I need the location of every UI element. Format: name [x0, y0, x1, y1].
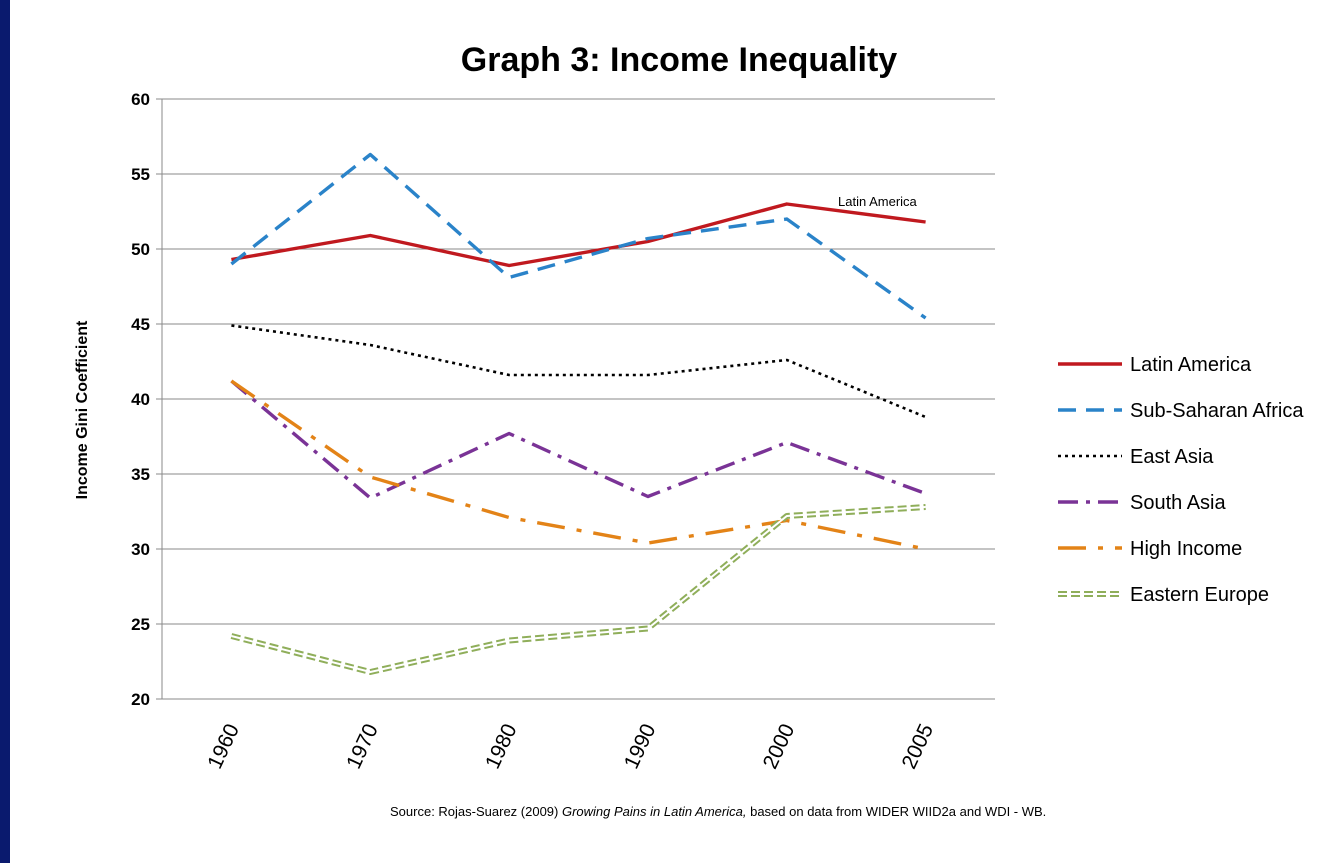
legend-item-south-asia: South Asia: [1058, 492, 1227, 514]
x-tick-label: 1990: [620, 720, 661, 772]
y-axis-ticks: 20 25 30 35 40 45 50 55 60: [131, 90, 150, 709]
x-tick-label: 1980: [481, 720, 522, 772]
y-tick-label: 20: [131, 690, 150, 709]
series-line-high-income: [230, 379, 926, 551]
series-line-eastern-europe-core: [231, 506, 926, 673]
series-line-east-asia: [231, 324, 927, 419]
annotation-latin-america: Latin America: [838, 194, 918, 209]
legend-label-latin-america: Latin America: [1130, 354, 1252, 376]
x-tick-label: 1960: [203, 720, 244, 772]
legend-item-latin-america: Latin America: [1058, 354, 1252, 376]
source-title: Growing Pains in Latin America,: [561, 804, 747, 819]
legend-label-sub-saharan-africa: Sub-Saharan Africa: [1130, 400, 1304, 422]
legend-label-high-income: High Income: [1130, 538, 1242, 560]
legend: Latin America Sub-Saharan Africa East Asia…: [1058, 354, 1304, 606]
x-tick-label: 2005: [898, 720, 939, 772]
x-tick-label: 1970: [342, 720, 383, 772]
y-tick-label: 55: [131, 165, 150, 184]
source-suffix: based on data from WIDER WIID2a and WDI …: [746, 804, 1047, 819]
series-line-sub-saharan-africa: [230, 152, 927, 320]
series-line-south-asia: [230, 379, 927, 500]
chart-frame: Graph 3: Income Inequality 20 25 30 35 40 45 5…: [10, 0, 1335, 863]
source-prefix: Source: Rojas-Suarez (2009): [390, 804, 562, 819]
y-tick-label: 35: [131, 465, 150, 484]
x-tick-label: 2000: [759, 720, 800, 772]
legend-item-high-income: High Income: [1058, 538, 1242, 560]
y-tick-label: 50: [131, 240, 150, 259]
x-axis-ticks: 1960 1970 1980 1990 2000 2005: [203, 720, 938, 772]
y-tick-label: 45: [131, 315, 150, 334]
chart-svg: Graph 3: Income Inequality 20 25 30 35 40 45 5…: [74, 41, 1304, 772]
legend-label-eastern-europe: Eastern Europe: [1130, 584, 1269, 606]
y-tick-label: 40: [131, 390, 150, 409]
legend-label-east-asia: East Asia: [1130, 446, 1214, 468]
series-line-latin-america: [231, 202, 926, 268]
chart-title: Graph 3: Income Inequality: [461, 41, 898, 79]
legend-item-east-asia: East Asia: [1058, 446, 1214, 468]
y-axis-label: Income Gini Coefficient: [74, 320, 91, 499]
legend-item-eastern-europe: Eastern Europe: [1058, 584, 1269, 606]
y-tick-label: 30: [131, 540, 150, 559]
series-lines: [230, 152, 927, 675]
gridlines: [156, 98, 995, 700]
legend-label-south-asia: South Asia: [1130, 492, 1227, 514]
y-tick-label: 60: [131, 90, 150, 109]
source-note: Source: Rojas-Suarez (2009) Growing Pain…: [390, 804, 1330, 819]
legend-item-sub-saharan-africa: Sub-Saharan Africa: [1058, 400, 1304, 422]
y-tick-label: 25: [131, 615, 150, 634]
